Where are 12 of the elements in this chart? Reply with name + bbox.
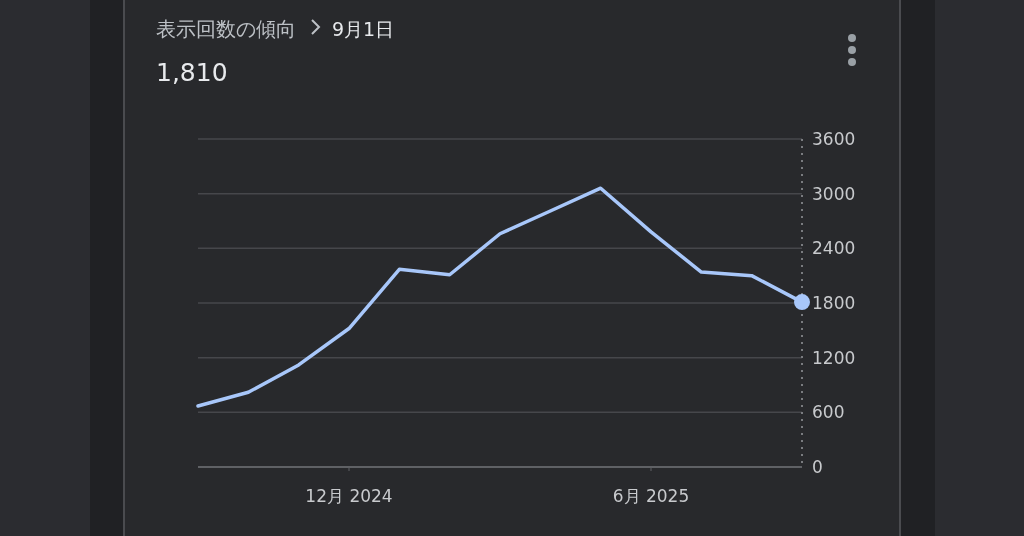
y-tick-label: 600 [812, 402, 845, 423]
chart-subtitle: 9月1日 [332, 18, 395, 40]
x-tick-label: 12月 2024 [305, 486, 393, 506]
chart-title: 表示回数の傾向 [156, 17, 296, 41]
y-tick-label: 1200 [812, 347, 856, 368]
x-tick-label: 6月 2025 [612, 486, 690, 506]
y-tick-label: 0 [812, 457, 823, 477]
y-tick-label: 3600 [812, 129, 856, 149]
y-tick-label: 1800 [812, 293, 856, 313]
y-tick-label: 3000 [812, 183, 856, 204]
text: 1,810 [156, 58, 228, 87]
y-tick-label: 2400 [812, 238, 856, 259]
